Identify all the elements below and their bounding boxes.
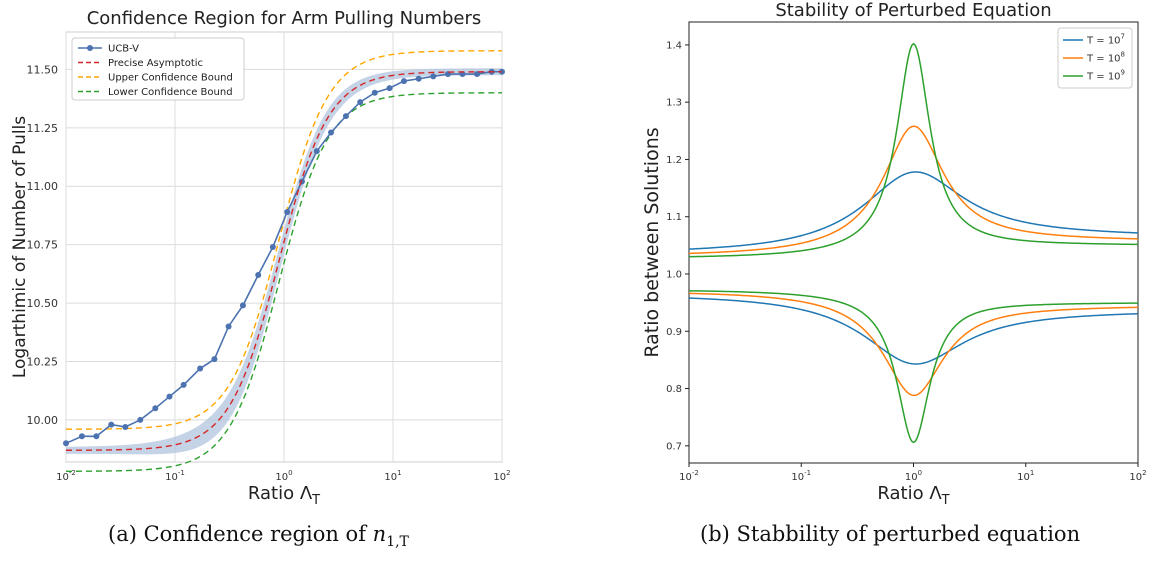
- y-axis-label-left: Logarthimic of Number of Pulls: [10, 116, 30, 378]
- ucb-v-point: [255, 272, 262, 279]
- ucb-v-point: [400, 78, 407, 85]
- ucb-v-point: [499, 68, 505, 75]
- ucb-v-point: [180, 381, 187, 388]
- series-lower-branch-0: [688, 297, 1139, 365]
- x-tick-label: 101: [1017, 469, 1034, 483]
- legend-label: Precise Asymptotic: [108, 58, 203, 69]
- ucb-v-point: [357, 99, 364, 106]
- legend-label: Upper Confidence Bound: [108, 73, 233, 84]
- y-tick-label: 10.00: [27, 414, 59, 427]
- series-upper-branch-2: [688, 42, 1139, 258]
- legend-label: Lower Confidence Bound: [108, 87, 233, 98]
- x-tick-label: 10-2: [56, 469, 76, 483]
- y-tick-label: 1.1: [666, 212, 682, 223]
- ucb-v-point: [197, 365, 204, 372]
- y-tick-label: 0.9: [666, 327, 682, 338]
- ucb-v-point: [137, 416, 144, 423]
- ucb-v-point: [108, 421, 115, 428]
- y-tick-label: 1.3: [666, 98, 682, 109]
- legend-label: T = 108: [1086, 51, 1125, 65]
- series-precise-asymptotic: [65, 71, 503, 451]
- legend-label: T = 109: [1086, 69, 1125, 83]
- x-tick-label: 10-2: [679, 469, 699, 483]
- series-lower-branch-1: [688, 292, 1139, 397]
- x-tick-label: 10-1: [791, 469, 811, 483]
- legend-right: [1057, 27, 1133, 89]
- x-tick-label: 101: [384, 469, 401, 483]
- ucb-v-point: [166, 393, 173, 400]
- caption-left: (a) Confidence region of n1,T: [108, 522, 409, 551]
- x-tick-label: 100: [905, 469, 922, 483]
- caption-right: (b) Stabbility of perturbed equation: [700, 522, 1081, 546]
- series-lower-branch-2: [688, 290, 1139, 444]
- legend-label: UCB-V: [108, 44, 139, 55]
- x-tick-label: 102: [493, 469, 510, 483]
- y-tick-label: 10.25: [27, 356, 59, 369]
- y-tick-label: 11.00: [27, 180, 59, 193]
- y-tick-label: 11.25: [27, 122, 59, 135]
- ucb-v-point: [313, 148, 320, 155]
- series-lower-confidence-bound: [65, 92, 502, 472]
- y-tick-label: 0.8: [666, 384, 682, 395]
- ucb-v-point: [211, 356, 218, 363]
- y-tick-label: 1.2: [666, 155, 682, 166]
- x-axis-label-left: Ratio ΛT: [248, 483, 320, 508]
- ucb-v-point: [63, 440, 69, 447]
- legend-left: [71, 37, 245, 101]
- ucb-v-point: [225, 323, 232, 330]
- y-tick-label: 1.0: [666, 270, 682, 281]
- ucb-v-point: [371, 89, 378, 96]
- chart-title-left: Confidence Region for Arm Pulling Number…: [87, 8, 482, 29]
- x-tick-label: 100: [275, 469, 292, 483]
- chart-title-right: Stability of Perturbed Equation: [775, 0, 1051, 21]
- ucb-v-point: [328, 129, 335, 136]
- ucb-v-point: [122, 423, 129, 430]
- ucb-v-point: [78, 433, 85, 440]
- y-tick-label: 0.7: [666, 441, 682, 452]
- series-upper-branch-0: [688, 171, 1139, 250]
- legend-marker: [87, 45, 93, 51]
- series-upper-branch-1: [688, 125, 1139, 255]
- ucb-v-point: [269, 244, 276, 250]
- ucb-v-point: [239, 302, 246, 309]
- ucb-v-point: [386, 85, 393, 92]
- ucb-v-point: [474, 71, 481, 78]
- x-tick-label: 10-1: [165, 469, 185, 483]
- ucb-v-point: [430, 73, 437, 80]
- x-tick-label: 102: [1129, 469, 1146, 483]
- ucb-v-point: [152, 405, 159, 412]
- y-tick-label: 1.4: [666, 40, 682, 51]
- x-axis-label-right: Ratio ΛT: [877, 483, 949, 508]
- ucb-v-point: [342, 113, 349, 120]
- legend-label: T = 107: [1086, 33, 1125, 47]
- y-tick-label: 11.50: [27, 63, 59, 76]
- y-tick-label: 10.75: [27, 239, 59, 252]
- y-tick-label: 10.50: [27, 297, 59, 310]
- y-axis-label-right: Ratio between Solutions: [641, 127, 663, 357]
- ucb-v-point: [93, 433, 100, 440]
- ucb-v-point: [415, 75, 422, 82]
- ucb-v-point: [284, 208, 291, 215]
